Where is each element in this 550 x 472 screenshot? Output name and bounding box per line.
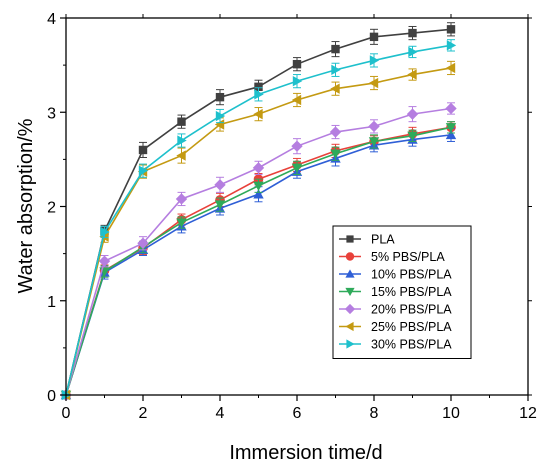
data-point [331,44,340,54]
data-point [137,237,149,249]
legend-marker [345,269,355,278]
data-point [214,200,226,210]
data-point [369,55,380,66]
data-point [368,137,380,147]
series-5 [60,60,456,401]
data-point [254,89,264,100]
legend-item: 30% PBS/PLA [339,338,452,352]
data-point [215,110,226,122]
data-point [253,181,264,191]
legend-label: PLA [371,233,395,247]
data-point [252,162,265,174]
x-tick-label: 10 [442,405,460,422]
data-point [292,59,302,69]
data-point [253,108,263,120]
y-tick-label: 2 [47,200,56,217]
plot-area [60,22,457,401]
data-point [176,218,187,228]
data-point [292,75,303,87]
x-tick-label: 8 [370,405,379,422]
data-point [291,163,303,174]
data-point [98,255,111,267]
data-point [254,82,263,92]
series-6 [61,39,457,401]
y-tick-label: 1 [47,294,56,311]
data-point [291,140,303,152]
data-point [408,28,417,38]
data-point [177,135,187,146]
x-tick-label: 6 [293,405,302,422]
legend-label: 30% PBS/PLA [371,338,452,352]
legend-label: 5% PBS/PLA [371,250,445,264]
legend-marker [345,287,355,297]
x-tick-label: 4 [216,405,225,422]
data-point [330,149,341,159]
data-point [368,77,379,89]
series-4 [60,102,457,401]
legend-item: PLA [339,233,395,247]
data-point [368,120,380,133]
data-point [214,119,225,130]
legend-marker [346,235,354,243]
legend-marker [346,339,355,349]
legend-item: 20% PBS/PLA [339,303,452,317]
data-point [176,150,186,161]
data-point [214,179,226,191]
data-point [407,69,417,80]
data-point [253,189,264,199]
legend-marker [345,321,354,332]
legend-item: 25% PBS/PLA [339,320,452,334]
series-3 [60,121,457,401]
y-tick-label: 4 [47,11,56,28]
legend: PLA 5% PBS/PLA 10% PBS/PLA 15% PBS/PLA 20% P… [332,225,472,359]
x-axis-title: Immersion time/d [229,442,382,464]
data-point [445,129,457,140]
data-point [177,117,186,126]
y-tick-label: 0 [47,388,56,405]
data-point [445,123,457,133]
data-point [446,40,457,51]
legend-marker [345,252,355,261]
data-point [138,145,148,155]
legend-label: 20% PBS/PLA [371,303,452,317]
legend-marker [344,303,356,315]
legend-item: 5% PBS/PLA [339,250,445,264]
legend-label: 15% PBS/PLA [371,285,452,299]
x-tick-label: 0 [62,405,71,422]
data-point [330,83,340,94]
data-point [446,25,456,34]
data-point [329,126,342,138]
x-tick-label: 12 [519,405,537,422]
data-point [369,32,379,42]
legend-item: 10% PBS/PLA [339,268,452,282]
data-point [406,108,419,120]
data-point [331,64,341,76]
data-point [175,193,188,205]
data-point [100,226,110,238]
data-point [215,92,225,102]
x-tick-label: 2 [139,405,148,422]
data-point [407,131,418,142]
y-axis-title: Water absorption/% [15,118,37,293]
legend-label: 10% PBS/PLA [371,268,452,282]
data-point [291,94,302,106]
series-0 [61,22,456,400]
legend-item: 15% PBS/PLA [339,285,452,299]
data-point [445,102,457,115]
data-point [138,165,149,176]
legend-label: 25% PBS/PLA [371,320,452,334]
data-point [408,46,418,58]
data-point [445,62,456,74]
y-tick-label: 3 [47,105,56,122]
